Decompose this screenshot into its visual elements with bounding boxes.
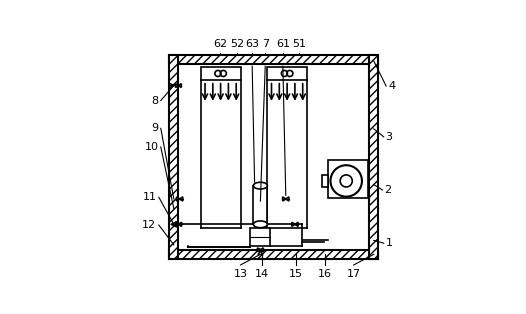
Polygon shape [258,248,260,252]
Polygon shape [176,84,178,87]
Polygon shape [260,248,264,252]
Ellipse shape [254,221,267,228]
Text: 7: 7 [261,39,269,49]
Polygon shape [177,197,180,201]
Text: 1: 1 [386,238,392,248]
Text: 11: 11 [143,192,156,202]
Text: 13: 13 [234,269,248,279]
Text: 16: 16 [318,269,332,279]
Bar [169,55,378,64]
Polygon shape [180,197,183,201]
Text: 51: 51 [292,39,306,49]
Bar [250,228,270,246]
Polygon shape [286,197,289,201]
Polygon shape [282,197,286,201]
Text: 63: 63 [245,39,259,49]
Polygon shape [292,222,295,226]
Text: 2: 2 [385,185,391,195]
Bar [200,68,240,79]
Text: 15: 15 [289,269,302,279]
Polygon shape [295,222,298,226]
Bar [369,55,378,259]
Text: 62: 62 [213,39,227,49]
Bar [254,186,267,224]
Bar [328,160,368,198]
Bar [267,68,307,79]
Polygon shape [178,222,181,226]
Polygon shape [175,222,178,226]
Text: 17: 17 [347,269,361,279]
Text: 4: 4 [388,81,395,91]
Bar [169,250,378,259]
Bar [169,55,178,259]
Text: 10: 10 [144,142,158,152]
Bar [322,175,328,187]
Text: 9: 9 [151,123,158,133]
Polygon shape [178,84,181,87]
Text: 14: 14 [255,269,269,279]
Bar [178,64,369,250]
Text: 12: 12 [143,220,156,230]
Text: 52: 52 [230,39,244,49]
Text: 3: 3 [386,132,392,142]
Text: 61: 61 [276,39,290,49]
Text: 8: 8 [151,95,158,106]
Ellipse shape [254,182,267,189]
